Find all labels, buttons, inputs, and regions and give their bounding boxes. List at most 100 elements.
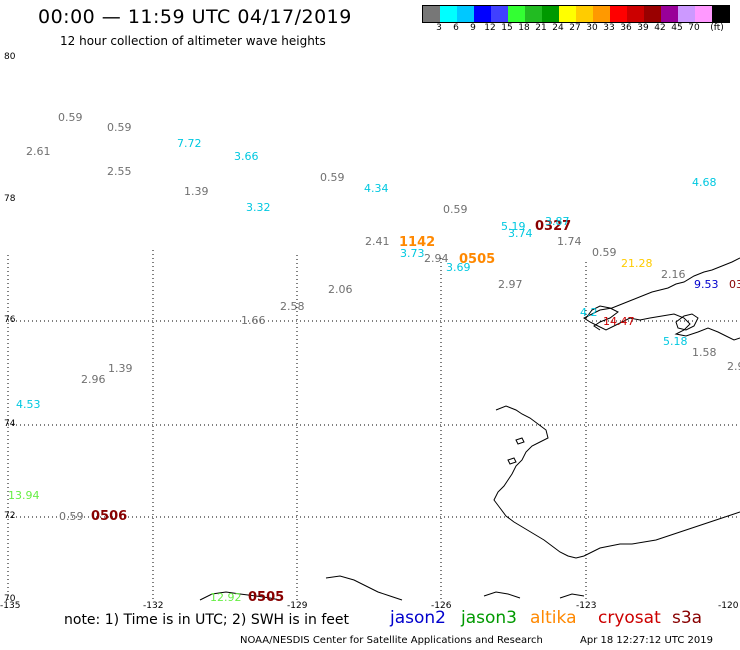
longitude-label: -120	[718, 601, 739, 611]
wave-height-value: 1142	[399, 235, 436, 250]
map-title: 00:00 — 11:59 UTC 04/17/2019	[38, 6, 352, 28]
colorbar-swatch	[593, 6, 610, 22]
wave-height-value: 1.39	[184, 185, 209, 198]
colorbar-label: 18	[518, 23, 530, 33]
colorbar-label: 6	[453, 23, 459, 33]
island-southeast-2	[559, 593, 585, 599]
colorbar-swatch	[440, 6, 457, 22]
island-east	[675, 313, 699, 331]
wave-height-value: 5.18	[663, 335, 688, 348]
west-coast	[493, 405, 740, 559]
wave-height-value: 1.39	[108, 362, 133, 375]
colorbar-swatch	[678, 6, 695, 22]
wave-height-value: 12.92	[210, 591, 242, 604]
latitude-label: 76	[4, 315, 16, 325]
footer-credit: NOAA/NESDIS Center for Satellite Applica…	[240, 635, 543, 646]
wave-height-value: 3.69	[446, 261, 471, 274]
wave-height-value: 2.96	[81, 373, 106, 386]
colorbar-swatch	[423, 6, 440, 22]
colorbar-swatch	[576, 6, 593, 22]
colorbar-swatch	[661, 6, 678, 22]
wave-height-value: 4.53	[16, 398, 41, 411]
colorbar-swatch	[542, 6, 559, 22]
wave-height-value: 3.87	[545, 215, 570, 228]
island-south-mid	[325, 575, 403, 601]
colorbar-swatch	[457, 6, 474, 22]
wave-height-value: 2.55	[107, 165, 132, 178]
colorbar-label: 12	[484, 23, 496, 33]
wave-height-value: 0505	[248, 590, 285, 605]
colorbar-swatch	[712, 6, 729, 22]
wave-height-value: 14.47	[603, 315, 635, 328]
colorbar	[422, 5, 730, 23]
colorbar-label: 42	[654, 23, 666, 33]
longitude-label: -132	[143, 601, 164, 611]
colorbar-label: 45	[671, 23, 683, 33]
wave-height-value: 13.94	[8, 489, 40, 502]
colorbar-label: 70	[688, 23, 700, 33]
wave-height-value: 0.59	[107, 121, 132, 134]
wave-height-value: 3.66	[234, 150, 259, 163]
wave-height-value: 0.59	[58, 111, 83, 124]
satellite-legend-item: cryosat	[598, 608, 661, 628]
wave-height-value: 3.73	[400, 247, 425, 260]
colorbar-label: 30	[586, 23, 598, 33]
map-subtitle: 12 hour collection of altimeter wave hei…	[60, 34, 326, 48]
wave-height-value: 4.34	[364, 182, 389, 195]
latitude-label: 74	[4, 419, 16, 429]
wave-height-value: 3.32	[246, 201, 271, 214]
wave-height-value: 4.68	[692, 176, 717, 189]
satellite-legend-item: altika	[530, 608, 577, 628]
wave-height-value: 2.61	[26, 145, 51, 158]
inlet-coast	[585, 305, 619, 331]
colorbar-swatch	[491, 6, 508, 22]
colorbar-swatch	[559, 6, 576, 22]
wave-height-value: 2.41	[365, 235, 390, 248]
satellite-legend-item: jason3	[461, 608, 517, 628]
footer-note: note: 1) Time is in UTC; 2) SWH is in fe…	[64, 612, 350, 628]
colorbar-label: 39	[637, 23, 649, 33]
wave-height-value: 0505	[459, 252, 496, 267]
islet-2	[507, 457, 517, 465]
colorbar-swatch	[474, 6, 491, 22]
latitude-label: 72	[4, 511, 16, 521]
colorbar-swatch	[627, 6, 644, 22]
islet-1	[515, 437, 525, 445]
wave-height-value: 9.53	[694, 278, 719, 291]
wave-height-value: 3.74	[508, 227, 533, 240]
wave-height-value: 2.97	[498, 278, 523, 291]
colorbar-swatch	[695, 6, 712, 22]
longitude-label: -126	[431, 601, 452, 611]
wave-height-value: 0327	[535, 219, 572, 234]
wave-height-value: 0506	[91, 509, 128, 524]
wave-height-value: 2.06	[328, 283, 353, 296]
island-south-east	[483, 591, 521, 599]
wave-height-value: 0.59	[592, 246, 617, 259]
colorbar-label: 24	[552, 23, 564, 33]
coastline	[199, 257, 740, 601]
footer-timestamp: Apr 18 12:27:12 UTC 2019	[580, 635, 713, 646]
graticule	[7, 250, 740, 600]
colorbar-label: 36	[620, 23, 632, 33]
wave-height-value: 2.9	[727, 360, 740, 373]
wave-height-value: 21.28	[621, 257, 653, 270]
colorbar-label: (ft)	[710, 23, 724, 33]
wave-height-value: 1.74	[557, 235, 582, 248]
wave-height-value: 0.59	[320, 171, 345, 184]
wave-height-value: 5.19	[501, 220, 526, 233]
colorbar-swatch	[644, 6, 661, 22]
colorbar-label: 33	[603, 23, 615, 33]
longitude-label: -123	[576, 601, 597, 611]
latitude-label: 80	[4, 52, 16, 62]
island-south-west	[199, 591, 281, 601]
wave-height-value: 0.59	[59, 510, 84, 523]
wave-height-value: 2.94	[424, 252, 449, 265]
satellite-legend-item: s3a	[672, 608, 703, 628]
mainland-coast	[583, 257, 740, 341]
wave-height-value: 7.72	[177, 137, 202, 150]
colorbar-label: 3	[436, 23, 442, 33]
wave-height-value: 1.58	[692, 346, 717, 359]
colorbar-label: 27	[569, 23, 581, 33]
latitude-label: 70	[4, 594, 16, 604]
